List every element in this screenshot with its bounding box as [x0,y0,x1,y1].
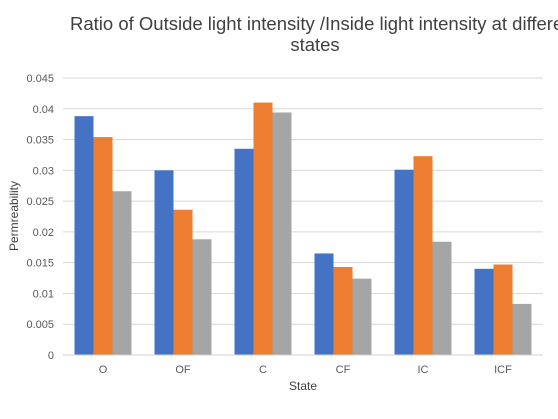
chart-title-line-1: Ratio of Outside light intensity /Inside… [70,13,558,34]
bar-c-series-3 [272,112,292,356]
bars [74,102,532,356]
bar-ic-series-3 [432,241,452,355]
bar-of-series-3 [192,239,212,355]
chart-title-line-2: states [290,34,339,55]
x-tick-label: O [99,364,108,376]
y-tick-label: 0.035 [26,135,54,147]
y-tick-label: 0.02 [33,227,54,239]
y-axis-title: Permreability [7,181,21,251]
bar-ic-series-1 [394,169,414,355]
chart-title: Ratio of Outside light intensity /Inside… [70,13,558,55]
gridlines [63,77,543,325]
bar-o-series-3 [112,191,132,355]
bar-of-series-2 [173,209,193,355]
x-axis-title: State [289,379,317,393]
bar-cf-series-1 [314,253,334,355]
y-tick-label: 0.045 [26,73,54,85]
bar-icf-series-3 [512,303,532,355]
bar-o-series-1 [74,116,94,355]
y-tick-label: 0 [48,350,54,362]
x-tick-label: ICF [494,364,512,376]
bar-c-series-2 [253,102,273,355]
bar-icf-series-2 [493,264,513,355]
bar-o-series-2 [93,137,113,355]
y-tick-label: 0.005 [26,319,54,331]
x-tick-label: IC [418,364,429,376]
y-tick-label: 0.01 [33,288,54,300]
x-tick-label: C [259,364,267,376]
bar-cf-series-2 [333,266,353,355]
x-tick-label: CF [336,364,351,376]
bar-of-series-1 [154,170,174,355]
bar-icf-series-1 [474,268,494,355]
x-tick-label: OF [175,364,191,376]
y-tick-label: 0.03 [33,165,54,177]
bar-c-series-1 [234,148,254,355]
y-tick-label: 0.015 [26,258,54,270]
bar-ic-series-2 [413,156,433,355]
y-tick-label: 0.025 [26,196,54,208]
bar-cf-series-3 [352,278,372,355]
x-axis-tick-labels: O OF C CF IC ICF [99,364,512,376]
y-axis-tick-labels: 0 0.005 0.01 0.015 0.02 0.025 0.03 0.035 0.04 0.0… [26,73,54,362]
y-tick-label: 0.04 [33,104,54,116]
